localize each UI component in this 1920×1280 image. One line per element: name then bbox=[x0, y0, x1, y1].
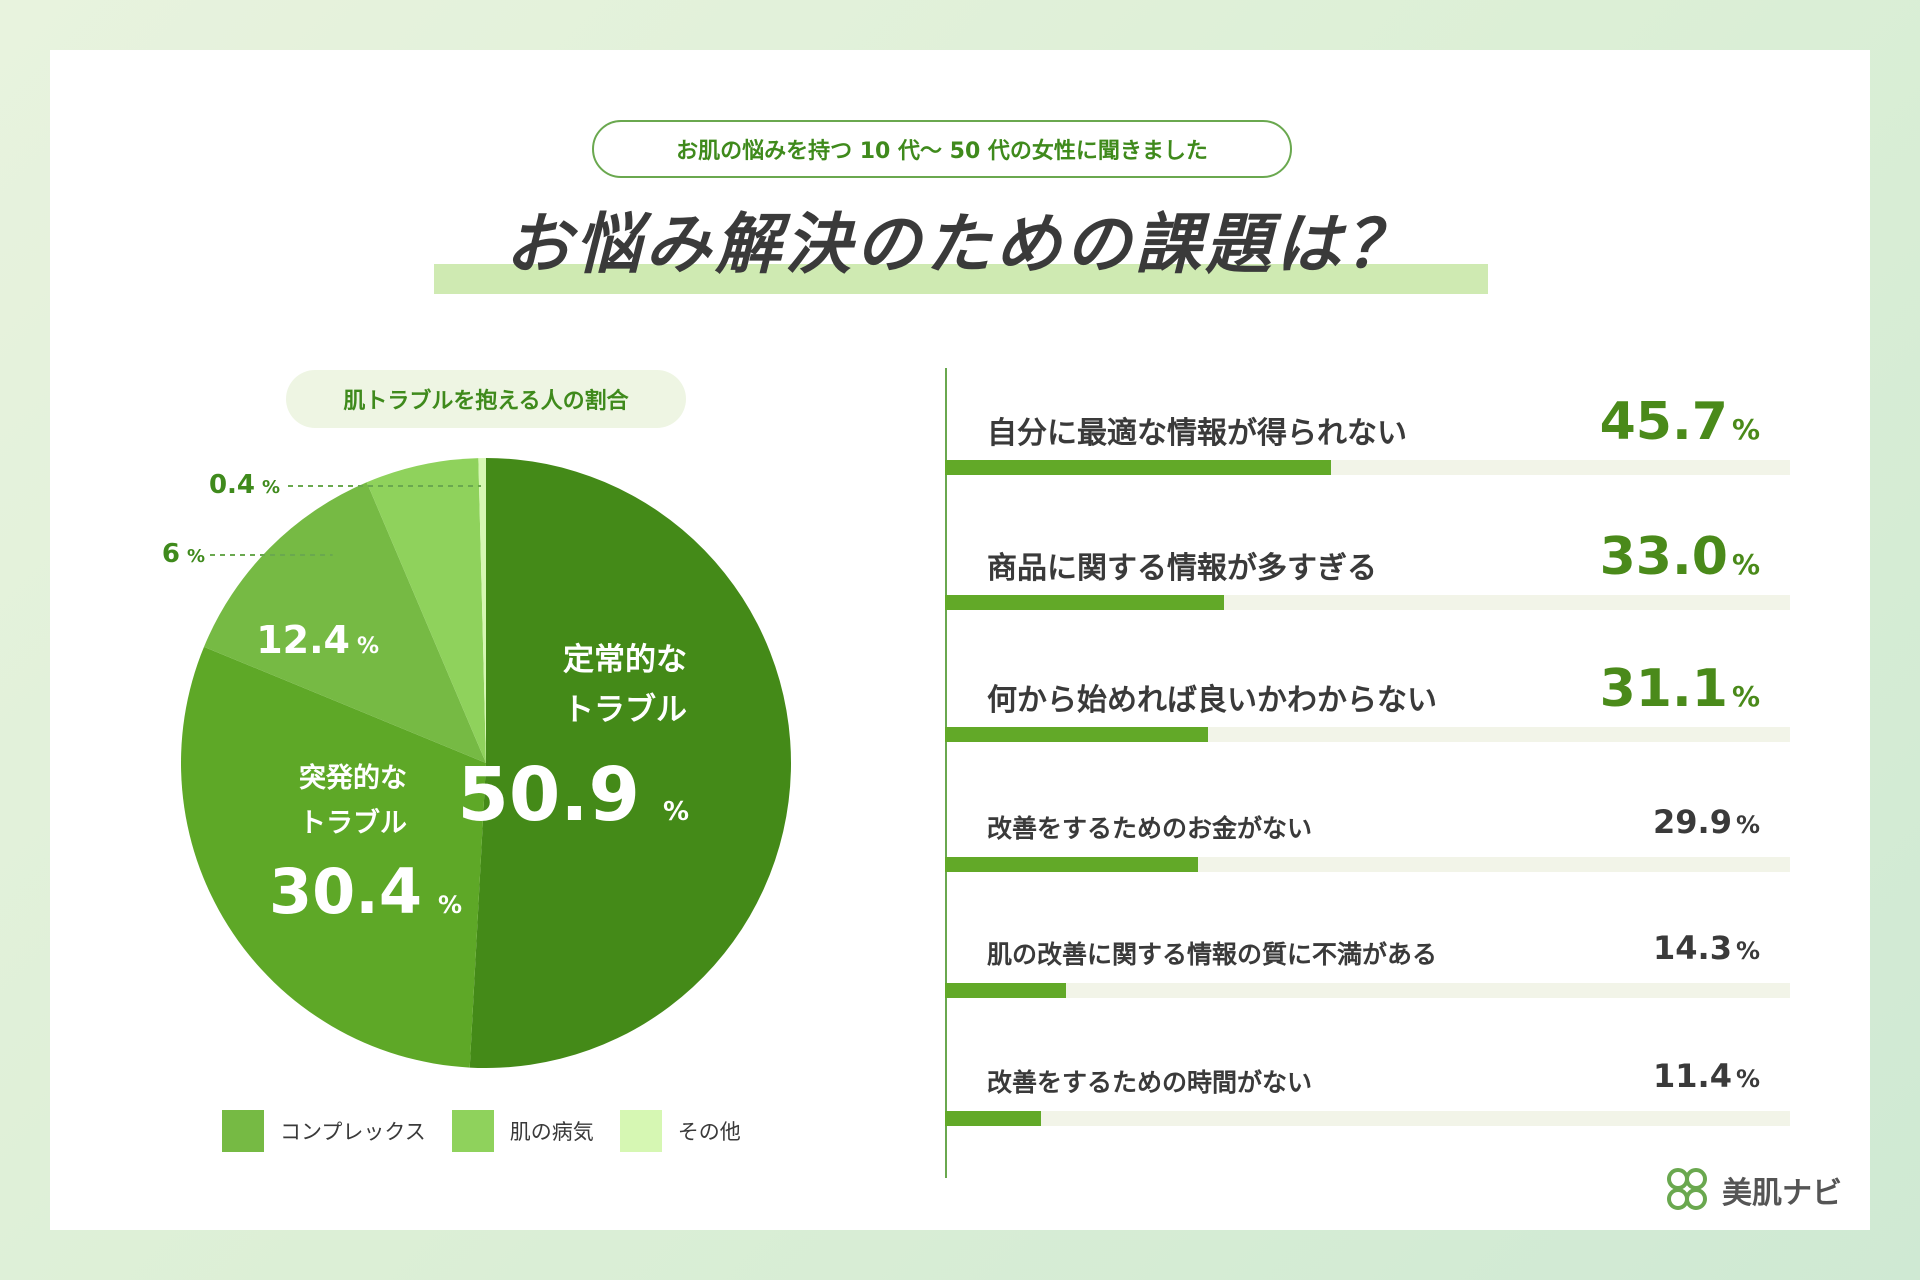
title-highlight bbox=[434, 264, 1488, 294]
bar-value: 31.1% bbox=[1600, 659, 1760, 719]
bar-value-percent: % bbox=[1735, 1065, 1760, 1093]
bar-label: 自分に最適な情報が得られない bbox=[987, 416, 1407, 451]
bar-value-number: 11.4 bbox=[1653, 1057, 1732, 1095]
bar-fill bbox=[945, 460, 1332, 475]
bar-row: 商品に関する情報が多すぎる 33.0% bbox=[945, 523, 1790, 653]
pie-label-toppatsu-line2: トラブル bbox=[299, 807, 407, 839]
bar-value: 14.3% bbox=[1653, 929, 1760, 967]
bar-label: 何から始めれば良いかわからない bbox=[987, 683, 1437, 718]
bar-value: 45.7% bbox=[1600, 392, 1760, 452]
bar-track bbox=[945, 983, 1790, 998]
legend-swatch-byouki bbox=[451, 1110, 494, 1152]
survey-subtitle: お肌の悩みを持つ 10 代〜 50 代の女性に聞きました bbox=[592, 120, 1292, 178]
pie-value-byouki: 6 bbox=[162, 539, 180, 569]
bar-fill bbox=[945, 595, 1224, 610]
bar-value: 29.9% bbox=[1653, 803, 1760, 841]
pie-pct-byouki: % bbox=[187, 546, 205, 567]
bar-label: 商品に関する情報が多すぎる bbox=[987, 551, 1377, 586]
pie-legend: コンプレックス 肌の病気 その他 bbox=[222, 1110, 741, 1152]
bar-track bbox=[945, 595, 1790, 610]
legend-swatch-complex bbox=[222, 1110, 264, 1152]
bar-track bbox=[945, 460, 1790, 475]
pie-label-toppatsu-line1: 突発的な bbox=[299, 762, 407, 794]
bar-value: 33.0% bbox=[1600, 527, 1760, 587]
pie-pct-teijou: % bbox=[663, 797, 689, 827]
bar-value-number: 14.3 bbox=[1653, 929, 1732, 967]
bar-track bbox=[945, 857, 1790, 872]
section-divider bbox=[945, 368, 947, 1178]
bar-value-number: 29.9 bbox=[1653, 803, 1732, 841]
infographic-card: お肌の悩みを持つ 10 代〜 50 代の女性に聞きました お悩み解決のための課題… bbox=[50, 50, 1870, 1230]
clover-logo-icon bbox=[1667, 1168, 1707, 1210]
pie-value-teijou: 50.9 bbox=[457, 752, 640, 838]
pie-slice-other bbox=[478, 458, 486, 763]
bar-track bbox=[945, 1111, 1790, 1126]
bar-value-percent: % bbox=[1731, 413, 1760, 446]
legend-swatch-other bbox=[619, 1110, 662, 1152]
pie-pct-complex: % bbox=[357, 634, 379, 659]
pie-pct-other: % bbox=[262, 477, 280, 498]
pie-slice-byouki bbox=[366, 458, 486, 763]
bar-label: 改善をするための時間がない bbox=[987, 1068, 1313, 1097]
legend-item-byouki: 肌の病気 bbox=[451, 1110, 594, 1152]
pie-chart: 定常的な トラブル 50.9 % 突発的な トラブル 30.4 % 12.4 %… bbox=[162, 458, 791, 1068]
bar-row: 改善をするためのお金がない 29.9% bbox=[945, 795, 1790, 915]
bar-fill bbox=[945, 1111, 1042, 1126]
pie-slice-teijou bbox=[469, 458, 791, 1068]
bar-fill bbox=[945, 983, 1066, 998]
pie-slice-toppatsu bbox=[180, 646, 486, 1068]
legend-label-other: その他 bbox=[677, 1120, 741, 1144]
bar-fill bbox=[945, 857, 1198, 872]
bar-row: 改善をするための時間がない 11.4% bbox=[945, 1049, 1790, 1169]
legend-label-byouki: 肌の病気 bbox=[509, 1120, 594, 1144]
bar-value: 11.4% bbox=[1653, 1057, 1760, 1095]
survey-subtitle-text: お肌の悩みを持つ 10 代〜 50 代の女性に聞きました bbox=[676, 139, 1208, 164]
pie-value-other: 0.4 bbox=[209, 470, 255, 500]
bar-value-number: 31.1 bbox=[1599, 659, 1728, 719]
bar-value-percent: % bbox=[1731, 680, 1760, 713]
bar-label: 肌の改善に関する情報の質に不満がある bbox=[987, 940, 1438, 969]
bar-value-number: 45.7 bbox=[1599, 392, 1728, 452]
pie-chart-title: 肌トラブルを抱える人の割合 bbox=[286, 370, 686, 428]
legend-item-complex: コンプレックス bbox=[222, 1110, 426, 1152]
pie-label-teijou-line2: トラブル bbox=[563, 692, 687, 728]
bar-value-percent: % bbox=[1735, 937, 1760, 965]
bar-value-percent: % bbox=[1731, 548, 1760, 581]
bar-row: 肌の改善に関する情報の質に不満がある 14.3% bbox=[945, 921, 1790, 1041]
brand-logo: 美肌ナビ bbox=[1662, 1165, 1842, 1215]
bar-value-percent: % bbox=[1735, 811, 1760, 839]
bar-value-number: 33.0 bbox=[1599, 527, 1728, 587]
bar-track bbox=[945, 727, 1790, 742]
legend-label-complex: コンプレックス bbox=[280, 1120, 426, 1144]
bar-row: 自分に最適な情報が得られない 45.7% bbox=[945, 388, 1790, 518]
bar-row: 何から始めれば良いかわからない 31.1% bbox=[945, 655, 1790, 785]
bar-fill bbox=[945, 727, 1208, 742]
pie-value-toppatsu: 30.4 bbox=[269, 855, 422, 928]
pie-value-complex: 12.4 bbox=[256, 618, 350, 662]
brand-name: 美肌ナビ bbox=[1722, 1176, 1842, 1211]
legend-item-other: その他 bbox=[619, 1110, 741, 1152]
pie-pct-toppatsu: % bbox=[438, 891, 462, 919]
pie-slice-complex bbox=[203, 482, 486, 763]
page-title: お悩み解決のための課題は？ bbox=[505, 206, 1415, 283]
bar-label: 改善をするためのお金がない bbox=[987, 814, 1313, 843]
pie-label-teijou-line1: 定常的な bbox=[563, 642, 687, 678]
pie-chart-title-text: 肌トラブルを抱える人の割合 bbox=[343, 389, 629, 414]
